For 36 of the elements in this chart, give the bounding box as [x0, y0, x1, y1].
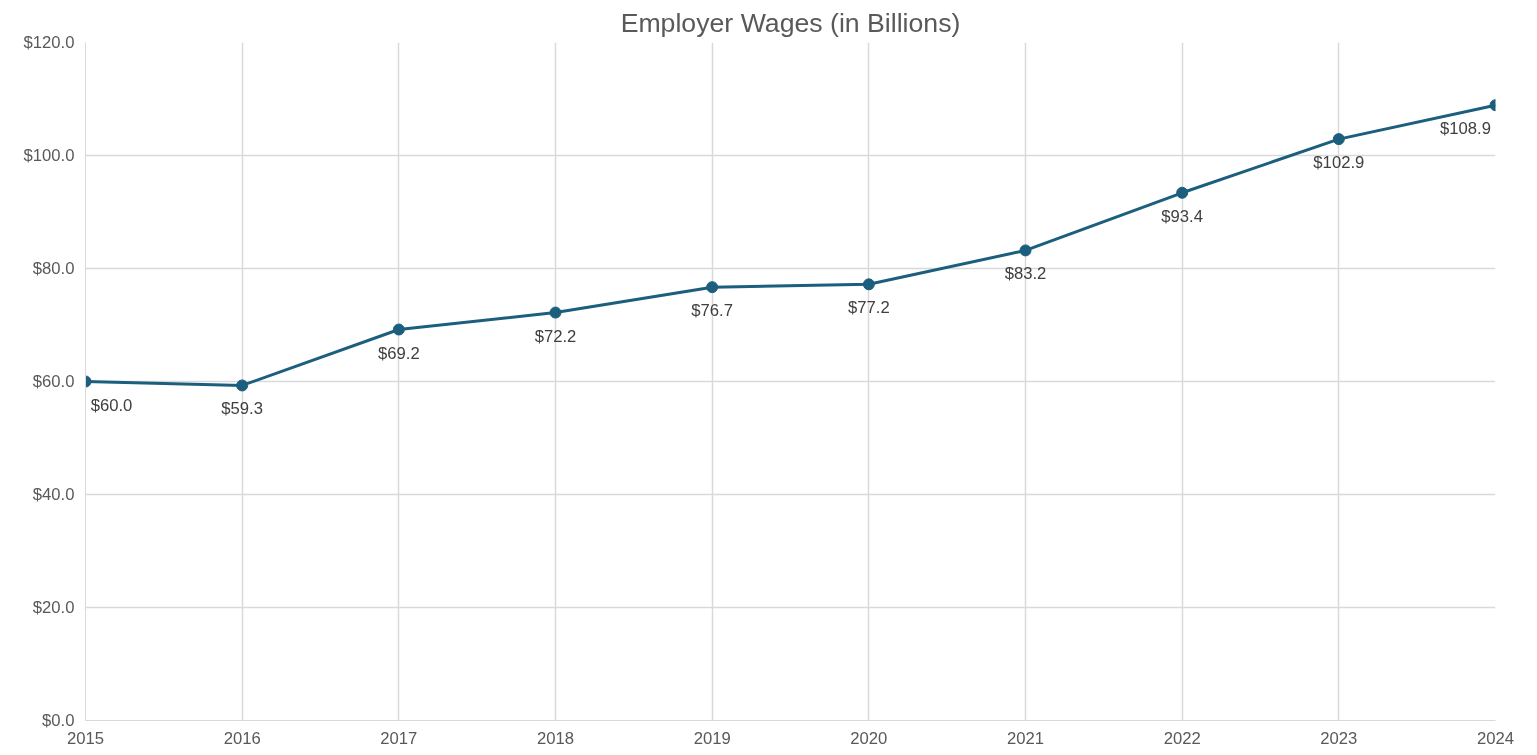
y-tick-label: $20.0 — [32, 598, 75, 617]
y-tick-label: $40.0 — [32, 485, 75, 504]
y-tick-label: $120.0 — [23, 33, 75, 52]
x-tick-label: 2024 — [1476, 728, 1515, 748]
point — [1332, 133, 1345, 146]
y-tick-label: $100.0 — [23, 146, 75, 165]
y-tick-label: $80.0 — [32, 259, 75, 278]
data-label: $93.4 — [1161, 206, 1204, 226]
x-tick-label: 2016 — [223, 728, 261, 748]
data-label: $77.2 — [847, 298, 890, 318]
x-tick-label: 2015 — [66, 728, 105, 748]
x-tick-label: 2021 — [1006, 728, 1045, 748]
data-label: $108.9 — [1440, 119, 1491, 139]
x-tick-label: 2020 — [850, 728, 888, 748]
y-tick-label: $0.0 — [42, 711, 75, 730]
data-label: $69.2 — [377, 343, 420, 363]
x-tick-label: 2019 — [693, 728, 731, 748]
point — [549, 306, 562, 319]
point — [862, 278, 875, 291]
x-tick-label: 2022 — [1163, 728, 1201, 748]
chart-title: Employer Wages (in Billions) — [620, 7, 961, 38]
y-tick-label: $60.0 — [32, 372, 75, 391]
data-label: $60.0 — [90, 395, 133, 415]
point — [236, 379, 249, 392]
point — [392, 323, 405, 336]
data-label: $59.3 — [221, 399, 264, 419]
data-label: $83.2 — [1004, 264, 1047, 284]
x-tick-label: 2018 — [536, 728, 575, 748]
point — [1176, 186, 1189, 199]
data-label: $76.7 — [691, 301, 734, 321]
x-tick-label: 2023 — [1320, 728, 1358, 748]
point — [706, 281, 719, 294]
data-label: $102.9 — [1313, 153, 1365, 173]
data-label: $72.2 — [534, 326, 577, 346]
x-tick-label: 2017 — [380, 728, 418, 748]
point — [1019, 244, 1032, 257]
